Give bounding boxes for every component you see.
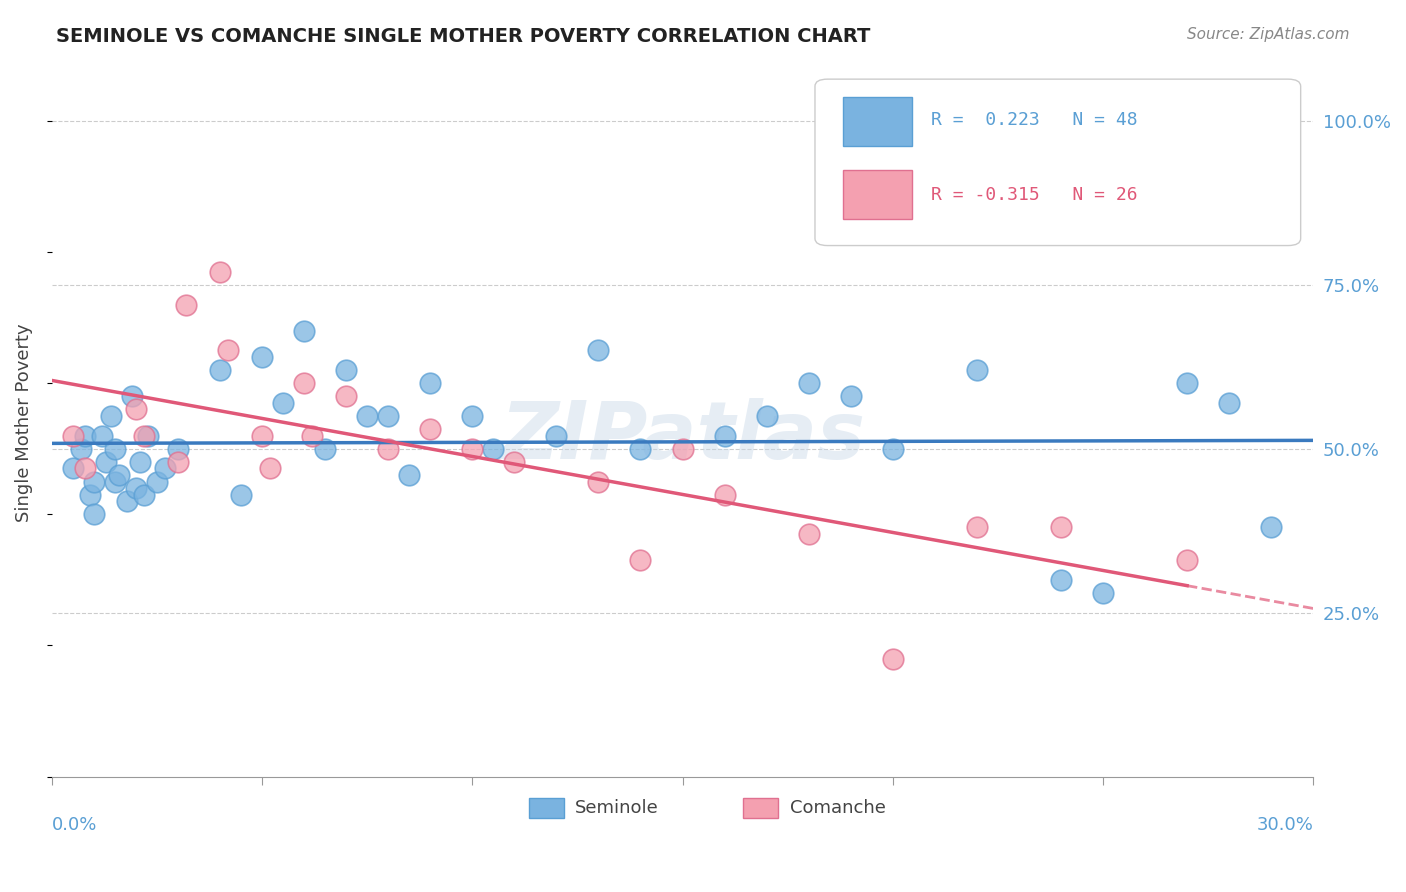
Point — [134, 488, 156, 502]
Text: R =  0.223   N = 48: R = 0.223 N = 48 — [931, 112, 1137, 129]
Bar — [842, 97, 912, 146]
Point — [83, 475, 105, 489]
Point — [176, 297, 198, 311]
Point — [630, 553, 652, 567]
Point — [1175, 553, 1198, 567]
Point — [588, 475, 610, 489]
Point — [134, 428, 156, 442]
Text: SEMINOLE VS COMANCHE SINGLE MOTHER POVERTY CORRELATION CHART: SEMINOLE VS COMANCHE SINGLE MOTHER POVER… — [56, 27, 870, 45]
Point — [966, 363, 988, 377]
Point — [121, 389, 143, 403]
Point — [70, 442, 93, 456]
Point — [1050, 573, 1073, 587]
Point — [335, 389, 357, 403]
Point — [259, 461, 281, 475]
Point — [271, 396, 294, 410]
Text: 30.0%: 30.0% — [1257, 815, 1313, 833]
Point — [301, 428, 323, 442]
Point — [229, 488, 252, 502]
Point — [419, 376, 441, 391]
Point — [314, 442, 336, 456]
Point — [62, 428, 84, 442]
Point — [104, 442, 127, 456]
Point — [797, 376, 820, 391]
Point — [461, 442, 484, 456]
Point — [117, 494, 139, 508]
Point — [588, 343, 610, 358]
Point — [250, 350, 273, 364]
Point — [713, 488, 735, 502]
Bar — [529, 797, 564, 818]
Point — [208, 265, 231, 279]
Text: R = -0.315   N = 26: R = -0.315 N = 26 — [931, 186, 1137, 203]
Point — [167, 442, 190, 456]
Point — [104, 475, 127, 489]
Y-axis label: Single Mother Poverty: Single Mother Poverty — [15, 323, 32, 522]
Point — [167, 455, 190, 469]
Point — [208, 363, 231, 377]
Point — [419, 422, 441, 436]
Point — [335, 363, 357, 377]
Point — [292, 324, 315, 338]
Point — [1050, 520, 1073, 534]
Text: Source: ZipAtlas.com: Source: ZipAtlas.com — [1187, 27, 1350, 42]
Bar — [842, 169, 912, 219]
Point — [1175, 376, 1198, 391]
Point — [129, 455, 152, 469]
Point — [797, 527, 820, 541]
Point — [377, 442, 399, 456]
Point — [377, 409, 399, 423]
Point — [1260, 520, 1282, 534]
Point — [882, 442, 904, 456]
Point — [292, 376, 315, 391]
Point — [217, 343, 239, 358]
Point — [75, 461, 97, 475]
Point — [503, 455, 526, 469]
Point — [75, 428, 97, 442]
Point — [755, 409, 778, 423]
Point — [713, 428, 735, 442]
Point — [96, 455, 118, 469]
Point — [356, 409, 378, 423]
Point — [79, 488, 101, 502]
Point — [155, 461, 177, 475]
Point — [1092, 586, 1115, 600]
Point — [398, 468, 420, 483]
Point — [138, 428, 160, 442]
Text: 0.0%: 0.0% — [52, 815, 97, 833]
Point — [146, 475, 169, 489]
Point — [1218, 396, 1240, 410]
Point — [461, 409, 484, 423]
Text: Comanche: Comanche — [790, 798, 886, 817]
Point — [125, 481, 148, 495]
Text: ZIPatlas: ZIPatlas — [501, 398, 865, 475]
Point — [100, 409, 122, 423]
Bar — [742, 797, 779, 818]
Point — [108, 468, 131, 483]
Point — [62, 461, 84, 475]
Point — [546, 428, 568, 442]
Point — [482, 442, 505, 456]
Point — [91, 428, 114, 442]
Point — [966, 520, 988, 534]
Point — [630, 442, 652, 456]
Point — [250, 428, 273, 442]
Point — [125, 402, 148, 417]
Point — [882, 651, 904, 665]
Point — [839, 389, 862, 403]
Text: Seminole: Seminole — [575, 798, 659, 817]
Point — [671, 442, 693, 456]
Point — [83, 508, 105, 522]
FancyBboxPatch shape — [815, 79, 1301, 245]
